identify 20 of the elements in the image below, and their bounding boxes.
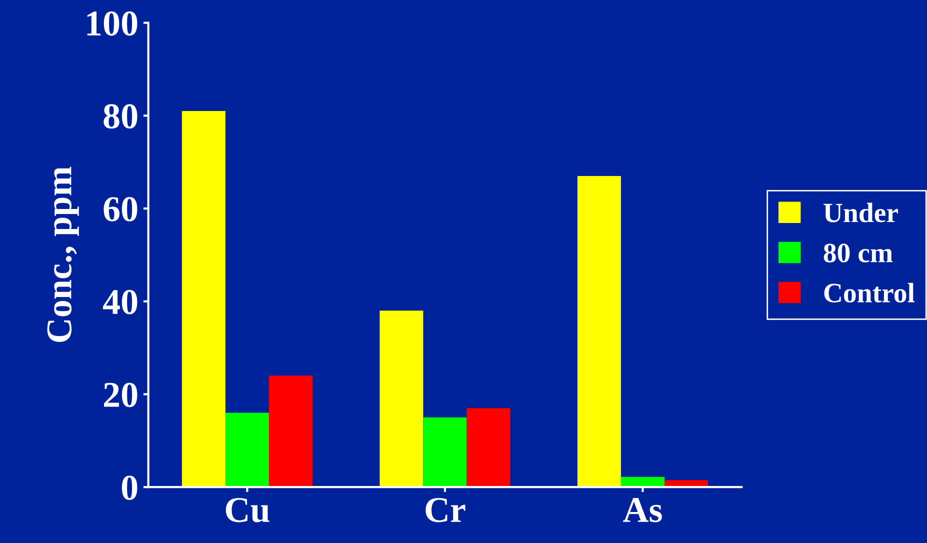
y-axis-title: Conc., ppm	[47, 166, 79, 342]
legend-label: Under	[824, 202, 898, 222]
bar	[268, 376, 312, 488]
bar	[380, 310, 424, 488]
bar	[577, 176, 621, 488]
x-tick-label: Cr	[426, 498, 466, 522]
y-tick-label: 20	[104, 382, 138, 408]
y-tick-label: 80	[104, 104, 138, 129]
bar	[182, 111, 226, 488]
legend-label: 80 cm	[824, 244, 893, 262]
y-tick-label: 60	[104, 197, 138, 222]
y-tick-label: 40	[102, 290, 138, 314]
x-tick-label: Cu	[226, 498, 270, 522]
bar	[225, 412, 269, 488]
bar	[466, 408, 510, 488]
y-tick-label: 100	[87, 11, 138, 36]
bar	[423, 417, 467, 488]
legend-label: Control	[824, 282, 915, 302]
x-tick-label: As	[623, 498, 662, 522]
y-tick-label: 0	[122, 476, 138, 500]
